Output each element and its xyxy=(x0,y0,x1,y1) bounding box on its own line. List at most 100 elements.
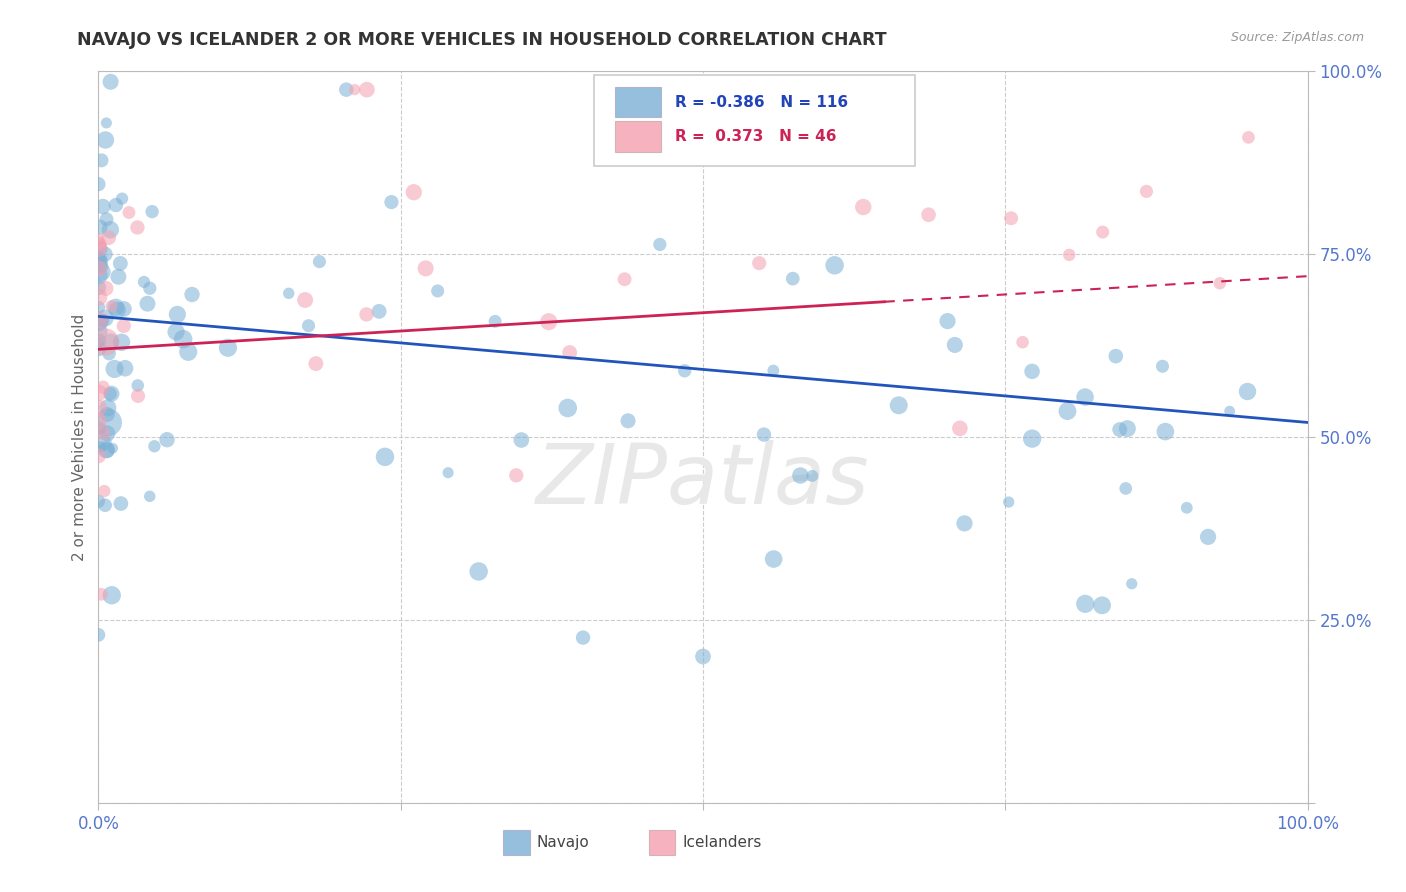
Point xyxy=(181,287,204,301)
FancyBboxPatch shape xyxy=(503,830,530,855)
Point xyxy=(936,314,959,328)
Point xyxy=(141,204,163,219)
Point xyxy=(1074,597,1097,611)
Point xyxy=(335,83,357,97)
Point xyxy=(132,275,155,289)
Point xyxy=(673,364,696,378)
Point xyxy=(112,318,135,333)
Point xyxy=(91,313,114,327)
Y-axis label: 2 or more Vehicles in Household: 2 or more Vehicles in Household xyxy=(72,313,87,561)
Point xyxy=(1197,530,1219,544)
Point xyxy=(118,205,141,219)
Text: R =  0.373   N = 46: R = 0.373 N = 46 xyxy=(675,129,837,144)
Point xyxy=(1219,404,1241,418)
Point xyxy=(467,565,489,579)
Point xyxy=(415,261,437,276)
Point xyxy=(1091,225,1114,239)
Point xyxy=(949,421,972,435)
Point xyxy=(997,495,1019,509)
Point xyxy=(297,318,319,333)
Text: NAVAJO VS ICELANDER 2 OR MORE VEHICLES IN HOUSEHOLD CORRELATION CHART: NAVAJO VS ICELANDER 2 OR MORE VEHICLES I… xyxy=(77,31,887,49)
FancyBboxPatch shape xyxy=(614,87,661,118)
Point xyxy=(89,242,111,256)
Point xyxy=(356,83,378,97)
Point xyxy=(156,433,179,447)
Point xyxy=(87,628,110,642)
Point xyxy=(1116,421,1139,435)
Point xyxy=(100,386,122,401)
Point xyxy=(104,198,127,212)
Point xyxy=(136,296,159,310)
Point xyxy=(98,346,121,360)
Point xyxy=(824,258,846,272)
Point xyxy=(1121,576,1143,591)
FancyBboxPatch shape xyxy=(595,75,915,167)
Point xyxy=(114,361,136,376)
Point xyxy=(558,345,581,359)
Point xyxy=(1237,130,1260,145)
Point xyxy=(98,223,121,237)
Point xyxy=(953,516,976,531)
Point xyxy=(917,208,939,222)
Point xyxy=(294,293,316,307)
Point xyxy=(97,401,120,415)
Point xyxy=(101,442,124,456)
Text: Navajo: Navajo xyxy=(536,835,589,850)
Point xyxy=(1115,482,1137,496)
Point xyxy=(96,116,118,130)
Point xyxy=(94,133,117,147)
Point xyxy=(89,334,111,348)
Point xyxy=(96,212,118,227)
Point xyxy=(748,256,770,270)
Point xyxy=(426,284,449,298)
Point xyxy=(97,416,120,430)
Point xyxy=(87,342,110,356)
Point xyxy=(1021,364,1043,378)
Point xyxy=(1175,500,1198,515)
Point xyxy=(87,280,110,294)
Point xyxy=(127,389,149,403)
Point xyxy=(87,301,110,315)
Point xyxy=(94,498,117,512)
Point xyxy=(93,483,115,498)
Point xyxy=(96,443,118,458)
Point xyxy=(165,325,187,339)
Point xyxy=(100,75,122,89)
Point xyxy=(96,408,118,422)
Point xyxy=(110,497,132,511)
FancyBboxPatch shape xyxy=(614,121,661,152)
Point xyxy=(90,260,112,274)
Point xyxy=(1091,599,1114,613)
Point xyxy=(91,425,114,440)
Point xyxy=(112,301,135,316)
Point xyxy=(139,281,162,295)
Point xyxy=(87,261,110,276)
Point xyxy=(89,236,111,251)
Point xyxy=(110,335,132,350)
Point xyxy=(789,468,811,483)
Point xyxy=(94,281,117,295)
Point xyxy=(100,334,122,349)
Point xyxy=(1011,335,1033,350)
Point xyxy=(1105,349,1128,363)
Point xyxy=(308,254,330,268)
Point xyxy=(1057,248,1080,262)
Point xyxy=(1056,404,1078,418)
Point xyxy=(96,426,118,441)
Text: Icelanders: Icelanders xyxy=(682,835,762,850)
Point xyxy=(1152,359,1174,374)
Point xyxy=(107,269,129,284)
Point xyxy=(91,200,114,214)
Point xyxy=(1154,425,1177,439)
Point xyxy=(368,304,391,318)
Point xyxy=(87,421,110,435)
Point xyxy=(87,337,110,351)
Point xyxy=(110,256,132,270)
Point xyxy=(1074,390,1097,404)
Point xyxy=(692,649,714,664)
Point xyxy=(613,272,636,286)
FancyBboxPatch shape xyxy=(648,830,675,855)
Point xyxy=(90,252,112,267)
Point xyxy=(111,192,134,206)
Point xyxy=(1021,432,1043,446)
